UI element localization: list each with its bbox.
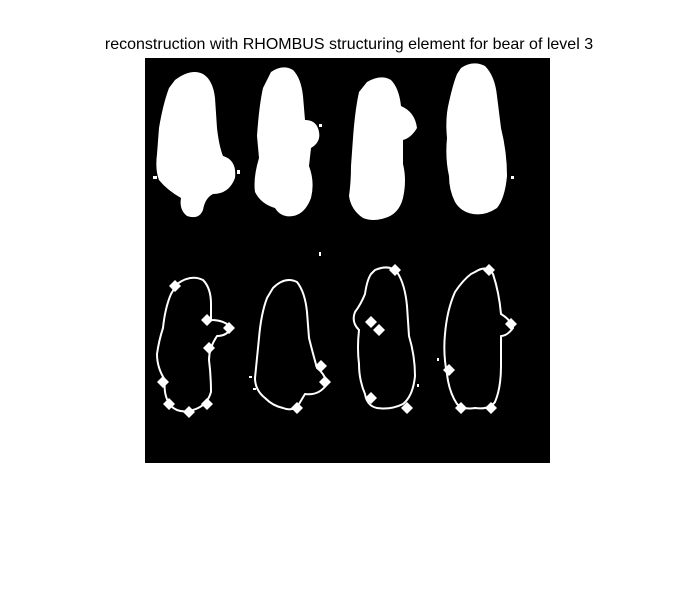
top-row-artifacts xyxy=(153,124,514,255)
bear-outline-1 xyxy=(156,276,232,413)
bear-silhouette-3 xyxy=(349,77,417,220)
bear-silhouette-1 xyxy=(156,72,236,218)
bear-outline-2 xyxy=(254,279,328,411)
rhombus-blobs xyxy=(157,264,517,418)
bear-outline-3 xyxy=(352,266,416,410)
figure-title: reconstruction with RHOMBUS structuring … xyxy=(104,36,594,53)
bear-silhouette-4 xyxy=(446,63,507,215)
contour-noise xyxy=(249,254,439,390)
bear-silhouette-2 xyxy=(254,67,320,217)
binary-image-axes xyxy=(145,58,550,463)
filled-silhouettes-row xyxy=(156,63,507,220)
bear-reconstruction-image xyxy=(145,58,550,463)
